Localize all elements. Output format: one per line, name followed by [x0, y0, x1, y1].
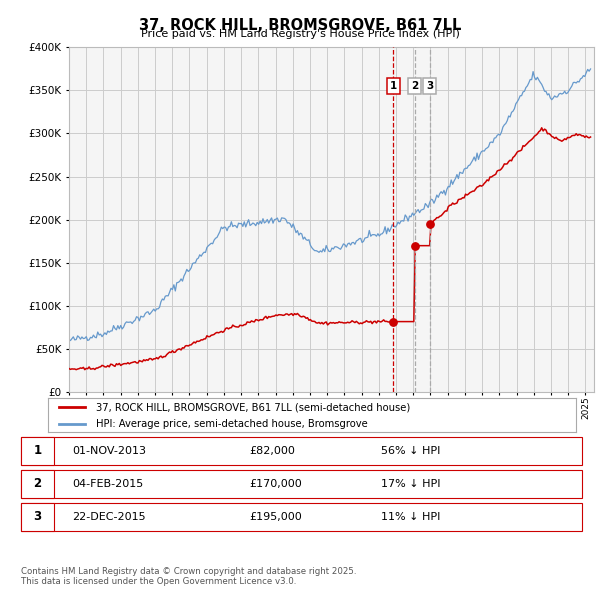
Point — [410, 241, 419, 250]
Text: 37, ROCK HILL, BROMSGROVE, B61 7LL: 37, ROCK HILL, BROMSGROVE, B61 7LL — [139, 18, 461, 32]
Text: 11% ↓ HPI: 11% ↓ HPI — [381, 512, 440, 522]
Text: 2: 2 — [411, 81, 418, 91]
Text: 1: 1 — [389, 81, 397, 91]
Text: 3: 3 — [426, 81, 433, 91]
Point — [425, 219, 434, 229]
Text: HPI: Average price, semi-detached house, Bromsgrove: HPI: Average price, semi-detached house,… — [95, 419, 367, 430]
Text: 22-DEC-2015: 22-DEC-2015 — [72, 512, 146, 522]
Text: Price paid vs. HM Land Registry's House Price Index (HPI): Price paid vs. HM Land Registry's House … — [140, 29, 460, 39]
Text: £170,000: £170,000 — [249, 479, 302, 489]
Text: 17% ↓ HPI: 17% ↓ HPI — [381, 479, 440, 489]
Text: 04-FEB-2015: 04-FEB-2015 — [72, 479, 143, 489]
Text: 1: 1 — [34, 444, 41, 457]
Text: 3: 3 — [34, 510, 41, 523]
Text: 37, ROCK HILL, BROMSGROVE, B61 7LL (semi-detached house): 37, ROCK HILL, BROMSGROVE, B61 7LL (semi… — [95, 402, 410, 412]
Text: £82,000: £82,000 — [249, 446, 295, 455]
Text: 56% ↓ HPI: 56% ↓ HPI — [381, 446, 440, 455]
Text: £195,000: £195,000 — [249, 512, 302, 522]
Text: 2: 2 — [34, 477, 41, 490]
Text: Contains HM Land Registry data © Crown copyright and database right 2025.
This d: Contains HM Land Registry data © Crown c… — [21, 567, 356, 586]
Point — [388, 317, 398, 326]
Text: 01-NOV-2013: 01-NOV-2013 — [72, 446, 146, 455]
